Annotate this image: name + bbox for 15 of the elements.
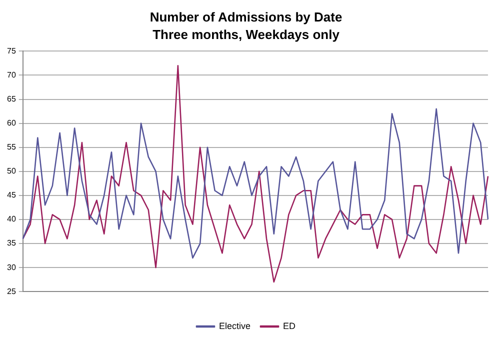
y-tick-label: 35: [6, 238, 16, 248]
y-tick-label: 70: [6, 70, 16, 80]
legend-label: Elective: [218, 320, 251, 331]
legend-label: ED: [283, 320, 296, 331]
y-tick-label: 25: [6, 286, 16, 296]
chart-title: Number of Admissions by Date: [150, 9, 342, 24]
y-tick-label: 75: [6, 46, 16, 56]
y-tick-label: 65: [6, 94, 16, 104]
y-tick-label: 30: [6, 262, 16, 272]
y-tick-label: 55: [6, 142, 16, 152]
y-tick-label: 50: [6, 166, 16, 176]
y-tick-label: 45: [6, 190, 16, 200]
chart-subtitle: Three months, Weekdays only: [152, 26, 340, 42]
y-tick-label: 40: [6, 214, 16, 224]
y-tick-label: 60: [6, 118, 16, 128]
